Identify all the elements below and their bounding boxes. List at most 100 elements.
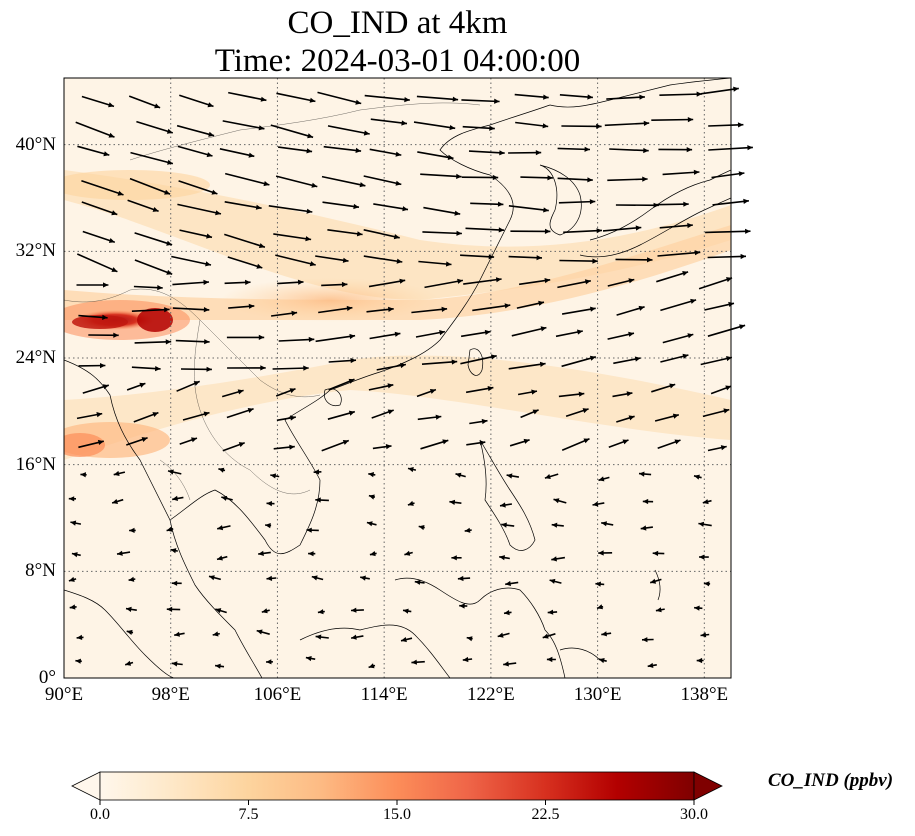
wind-arrow-head <box>256 263 263 269</box>
wind-arrow-head <box>76 634 83 640</box>
wind-arrow-head <box>289 444 295 450</box>
map-frame <box>63 77 732 679</box>
wind-arrow-head <box>747 145 753 151</box>
wind-arrow-shaft <box>278 338 315 342</box>
wind-arrow-head <box>584 279 591 285</box>
wind-arrow-head <box>532 409 539 415</box>
wind-arrow-head <box>595 581 601 587</box>
wind-arrow-head <box>260 96 267 102</box>
wind-arrow-shaft <box>417 151 454 160</box>
wind-arrow-shaft <box>178 180 218 195</box>
wind-arrow-head <box>359 182 366 188</box>
wind-arrow-head <box>237 389 244 395</box>
wind-arrow-shaft <box>606 96 645 100</box>
wind-arrow-head <box>583 438 590 444</box>
wind-arrow-head <box>543 94 549 100</box>
wind-arrow-head <box>401 637 407 643</box>
longitude-tick-label: 130°E <box>573 684 622 705</box>
wind-arrow-head <box>305 656 312 662</box>
wind-arrow-head <box>395 151 402 157</box>
wind-arrow-head <box>255 204 262 210</box>
wind-arrow-head <box>418 525 425 531</box>
wind-arrow-shaft <box>558 200 596 204</box>
wind-arrow-head <box>349 333 356 340</box>
wind-arrow-head <box>393 234 400 240</box>
wind-arrow-head <box>363 130 370 136</box>
wind-arrow-shaft <box>315 334 356 343</box>
wind-arrow-head <box>635 225 642 231</box>
wind-arrow-head <box>206 152 213 158</box>
wind-arrow-shaft <box>364 94 410 101</box>
wind-arrow-head <box>687 333 694 339</box>
wind-arrow-head <box>439 330 445 336</box>
wind-arrow-head <box>693 169 700 175</box>
wind-arrow-head <box>394 331 401 337</box>
wind-arrow-head <box>733 86 739 92</box>
wind-arrow-shaft <box>177 145 213 157</box>
wind-arrow-head <box>702 499 709 505</box>
wind-arrow-head <box>342 440 349 445</box>
wind-arrow-shaft <box>559 259 598 262</box>
wind-arrow-head <box>501 522 507 528</box>
wind-arrow-head <box>411 659 417 665</box>
colorbar-tick-label: 15.0 <box>383 806 411 823</box>
wind-arrow-shaft <box>327 125 370 135</box>
wind-arrow-head <box>601 631 607 637</box>
wind-arrow-head <box>172 495 178 501</box>
wind-arrow-shaft <box>227 256 263 269</box>
wind-arrow-head <box>584 146 590 152</box>
wind-arrow-head <box>270 473 277 479</box>
wind-arrow-shaft <box>373 203 409 211</box>
wind-arrow-shaft <box>604 122 650 127</box>
wind-arrow-head <box>523 438 530 444</box>
wind-arrow-head <box>738 171 745 177</box>
wind-arrow-head <box>141 437 148 442</box>
wind-arrow-head <box>628 415 635 421</box>
map-title: CO_IND at 4km <box>287 5 508 41</box>
wind-arrow-head <box>449 125 456 131</box>
wind-arrow-head <box>720 445 727 451</box>
wind-arrow-head <box>266 501 272 507</box>
wind-arrow-head <box>313 469 320 475</box>
wind-arrow-head <box>164 189 171 195</box>
wind-arrow-shaft <box>363 175 402 186</box>
wind-arrow-shaft <box>460 355 497 365</box>
wind-vectors <box>68 86 753 669</box>
wind-arrow-shaft <box>557 177 593 181</box>
wind-arrow-shaft <box>327 229 363 236</box>
wind-arrow-head <box>404 550 411 556</box>
wind-arrow-shaft <box>511 326 547 337</box>
wind-arrow-head <box>70 520 77 526</box>
wind-arrow-head <box>504 610 510 616</box>
wind-arrow-head <box>745 228 751 234</box>
wind-arrow-shaft <box>418 260 452 266</box>
wind-arrow-shaft <box>461 99 500 103</box>
wind-arrow-head <box>601 521 607 527</box>
wind-arrow-shaft <box>179 94 214 108</box>
wind-arrow-shaft <box>514 93 549 99</box>
wind-arrow-shaft <box>515 121 549 128</box>
wind-arrow-shaft <box>225 172 270 186</box>
wind-arrow-shaft <box>424 279 464 289</box>
wind-arrow-head <box>544 278 551 284</box>
wind-arrow-shaft <box>460 254 495 258</box>
wind-arrow-head <box>451 555 457 561</box>
wind-arrow-head <box>414 579 421 585</box>
wind-arrow-head <box>643 147 649 154</box>
wind-arrow-head <box>503 661 509 667</box>
wind-arrow-head <box>317 609 324 615</box>
wind-arrow-head <box>258 550 264 556</box>
wind-arrow-head <box>387 409 394 415</box>
wind-arrow-head <box>238 442 245 448</box>
wind-arrow-head <box>256 629 263 635</box>
wind-arrow-head <box>125 660 132 666</box>
wind-arrow-head <box>399 278 406 284</box>
wind-arrow-head <box>402 206 408 212</box>
wind-arrow-head <box>669 383 676 389</box>
wind-arrow-head <box>351 607 357 613</box>
wind-arrow-shaft <box>561 356 597 368</box>
wind-arrow-head <box>348 378 355 384</box>
wind-arrow-shaft <box>81 95 115 108</box>
wind-arrow-head <box>128 576 135 582</box>
